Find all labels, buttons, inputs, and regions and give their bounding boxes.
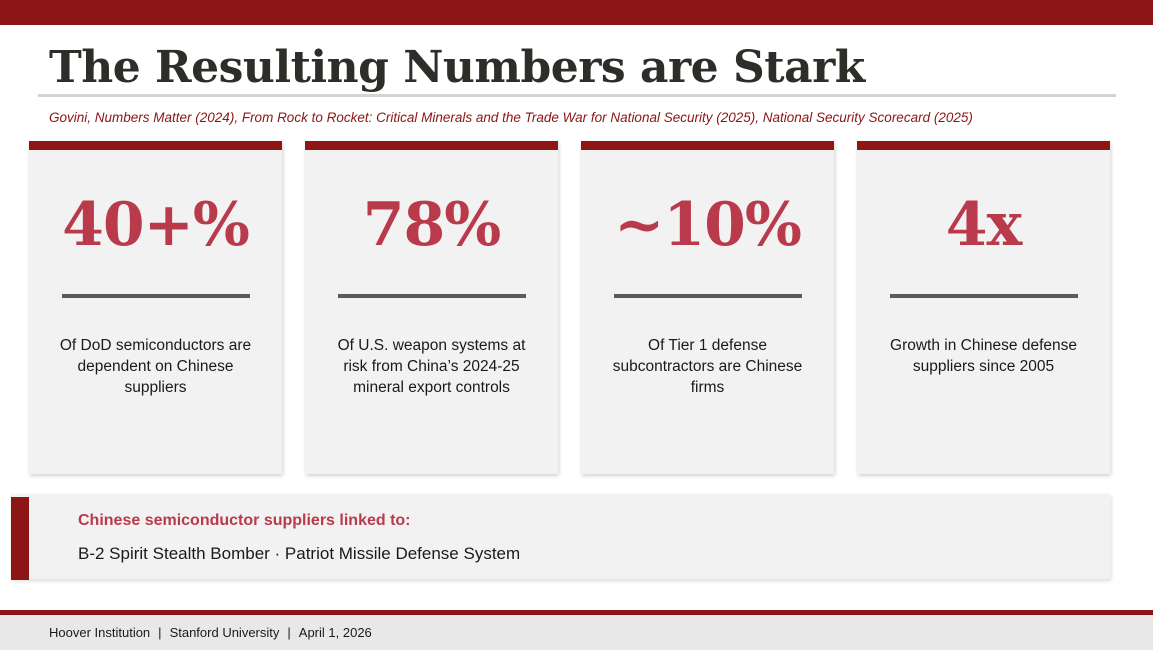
- card-accent-bar: [857, 141, 1110, 150]
- stat-card-semiconductors: 40+% Of DoD semiconductors are dependent…: [29, 141, 282, 474]
- stat-description: Growth in Chinese defense suppliers sinc…: [890, 337, 1077, 375]
- footer-text: Hoover Institution | Stanford University | A…: [49, 624, 372, 641]
- stat-card-subcontractors: ~10% Of Tier 1 defense subcontractors ar…: [581, 141, 834, 474]
- footer-divider: [0, 610, 1153, 615]
- footer-date: April 1, 2026: [298, 625, 372, 640]
- stat-divider: [338, 294, 526, 298]
- card-accent-bar: [29, 141, 282, 150]
- callout-text: B-2 Spirit Stealth Bomber · Patriot Miss…: [78, 544, 521, 563]
- footer: Hoover Institution | Stanford University | A…: [0, 615, 1153, 650]
- sources-citation: Govini, Numbers Matter (2024), From Rock…: [49, 110, 973, 125]
- card-accent-bar: [581, 141, 834, 150]
- callout-accent-bar: [11, 497, 29, 580]
- slide-title: The Resulting Numbers are Stark: [49, 42, 865, 93]
- footer-separator: |: [287, 625, 291, 640]
- stat-value: ~10%: [614, 190, 802, 260]
- stat-divider: [614, 294, 802, 298]
- top-banner: [0, 0, 1153, 25]
- stat-description: Of Tier 1 defense subcontractors are Chi…: [612, 337, 803, 396]
- stat-card-weapon-systems: 78% Of U.S. weapon systems at risk from …: [305, 141, 558, 474]
- footer-separator: |: [158, 625, 162, 640]
- footer-organization: Hoover Institution: [49, 625, 151, 640]
- stat-divider: [890, 294, 1078, 298]
- footer-university: Stanford University: [169, 625, 280, 640]
- callout-box: Chinese semiconductor suppliers linked t…: [11, 494, 1110, 580]
- stat-description: Of U.S. weapon systems at risk from Chin…: [337, 337, 526, 396]
- stat-divider: [62, 294, 250, 298]
- stat-card-supplier-growth: 4x Growth in Chinese defense suppliers s…: [857, 141, 1110, 474]
- stat-value: 40+%: [62, 190, 250, 260]
- callout-heading: Chinese semiconductor suppliers linked t…: [78, 512, 411, 529]
- stat-value: 78%: [362, 190, 502, 260]
- title-divider: [38, 94, 1116, 97]
- stat-value: 4x: [945, 190, 1023, 260]
- stat-description: Of DoD semiconductors are dependent on C…: [59, 337, 252, 396]
- card-accent-bar: [305, 141, 558, 150]
